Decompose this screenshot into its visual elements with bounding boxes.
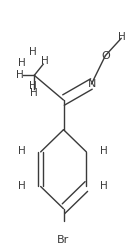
Text: H: H (30, 88, 38, 98)
Text: O: O (102, 51, 110, 61)
Text: H: H (28, 47, 36, 57)
Text: Br: Br (57, 235, 70, 245)
Text: H: H (100, 146, 108, 156)
Text: H: H (16, 70, 24, 80)
Text: H: H (18, 181, 26, 191)
Text: H: H (41, 56, 49, 66)
Text: H: H (28, 82, 36, 91)
Text: H: H (18, 146, 26, 156)
Text: H: H (118, 32, 126, 41)
Text: N: N (88, 80, 96, 89)
Text: H: H (100, 181, 108, 191)
Text: H: H (18, 58, 26, 68)
